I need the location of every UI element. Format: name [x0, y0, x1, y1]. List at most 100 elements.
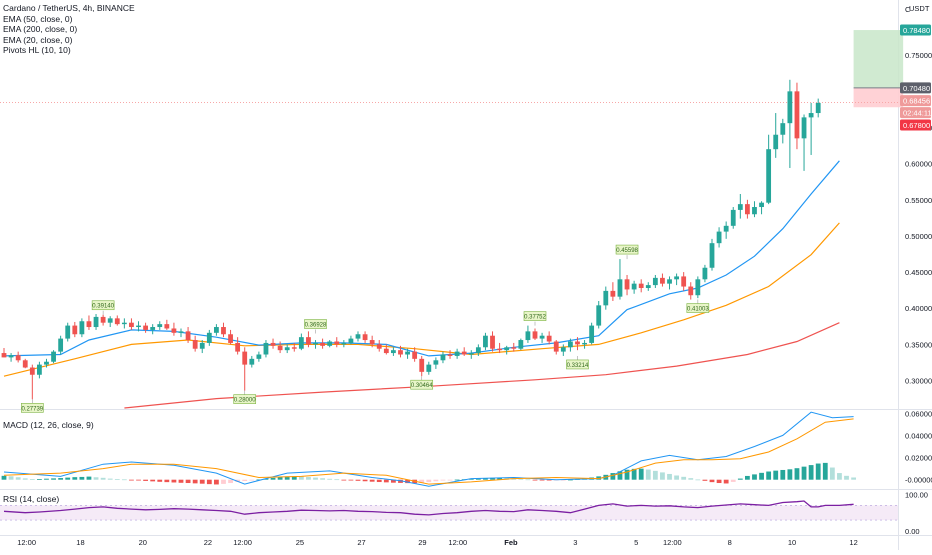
macd-bar	[100, 477, 106, 480]
macd-bar	[546, 479, 552, 481]
candle	[157, 324, 163, 328]
macd-bar	[157, 479, 163, 482]
macd-bar	[320, 478, 325, 480]
price-label-bg	[900, 107, 931, 119]
price-label-bg	[900, 119, 931, 131]
macd-bar	[121, 479, 127, 481]
macd-bar	[688, 478, 694, 480]
price-tick: 0.45000	[905, 268, 932, 277]
macd-bar	[851, 477, 856, 480]
macd-bar	[298, 476, 304, 480]
macd-bar	[568, 479, 573, 481]
time-tick: 20	[139, 538, 147, 547]
time-tick: 18	[76, 538, 84, 547]
candle	[815, 102, 821, 114]
macd-bar	[72, 477, 78, 480]
time-tick: 12:00	[233, 538, 252, 547]
price-label: 02:44:11	[903, 109, 932, 118]
macd-bar	[497, 477, 502, 480]
candle	[603, 290, 609, 306]
position-target-zone	[853, 30, 904, 88]
candle	[667, 279, 672, 284]
candle	[766, 149, 772, 203]
macd-bar	[490, 477, 495, 480]
price-tick: 0.35000	[905, 340, 932, 349]
macd-bar	[29, 479, 35, 480]
candle	[631, 283, 637, 290]
candle	[383, 348, 389, 354]
candle	[780, 123, 786, 135]
macd-bar	[362, 479, 368, 482]
candle	[263, 342, 269, 355]
candle	[752, 207, 757, 215]
candle	[468, 353, 474, 355]
candle	[575, 341, 580, 345]
macd-bar	[815, 463, 821, 480]
macd-bar	[355, 479, 361, 481]
macd-bar	[206, 479, 212, 485]
macd-bar	[447, 479, 453, 481]
candle	[730, 209, 736, 226]
pivot-label: 0.37752	[524, 315, 546, 321]
pivot-box	[304, 319, 327, 329]
macd-bar	[334, 479, 340, 481]
macd-bar	[638, 468, 644, 480]
rsi-tick: 0.00	[905, 527, 920, 536]
price-tick: 0.30000	[905, 377, 932, 386]
candle	[709, 243, 715, 268]
pivot-label: 0.30464	[411, 383, 433, 389]
price-tick: 0.75000	[905, 51, 932, 60]
pivot-box	[523, 311, 547, 321]
candle	[398, 350, 403, 355]
macd-bar	[787, 469, 793, 480]
macd-bar	[256, 479, 262, 481]
macd-bar	[114, 479, 120, 480]
candle	[235, 342, 241, 352]
candle	[808, 113, 814, 118]
macd-bar	[306, 477, 311, 480]
macd-bar	[164, 479, 170, 483]
price-tick: 0.40000	[905, 304, 932, 313]
macd-bar	[702, 479, 708, 481]
macd-bar	[348, 479, 354, 481]
candle	[525, 331, 531, 341]
macd-bar	[44, 478, 49, 480]
candle	[454, 351, 460, 356]
legend-ema50: EMA (50, close, 0)	[3, 13, 73, 24]
macd-bar	[844, 475, 849, 480]
macd-bar	[51, 478, 56, 480]
candle	[433, 360, 439, 365]
candle	[560, 347, 566, 352]
pivot-label: 0.27739	[21, 406, 43, 412]
candle	[129, 322, 134, 328]
price-label: 0.67800	[903, 121, 930, 130]
position-stop-zone	[853, 87, 904, 108]
macd-bar	[22, 478, 28, 480]
macd-bar	[249, 479, 255, 481]
macd-bar	[518, 478, 524, 480]
macd-bar	[228, 479, 233, 484]
macd-bar	[695, 479, 701, 481]
candle	[136, 325, 141, 328]
rsi-pane-title: RSI (14, close)	[3, 494, 60, 504]
time-tick: 12:00	[663, 538, 682, 547]
candle	[320, 342, 325, 346]
macd-bar	[440, 479, 446, 481]
macd-bar	[610, 473, 616, 480]
macd-bar	[65, 477, 71, 480]
candle	[86, 321, 92, 328]
candle	[249, 358, 255, 365]
macd-bar	[150, 479, 156, 482]
candle	[15, 355, 21, 361]
macd-bar	[596, 476, 602, 480]
macd-bar	[709, 479, 715, 483]
macd-bar	[37, 479, 42, 480]
candle	[589, 325, 595, 343]
macd-bar	[107, 478, 113, 480]
candle	[93, 316, 99, 328]
price-label: 0.78480	[903, 26, 930, 35]
candle	[199, 342, 205, 349]
macd-bar	[794, 468, 800, 480]
